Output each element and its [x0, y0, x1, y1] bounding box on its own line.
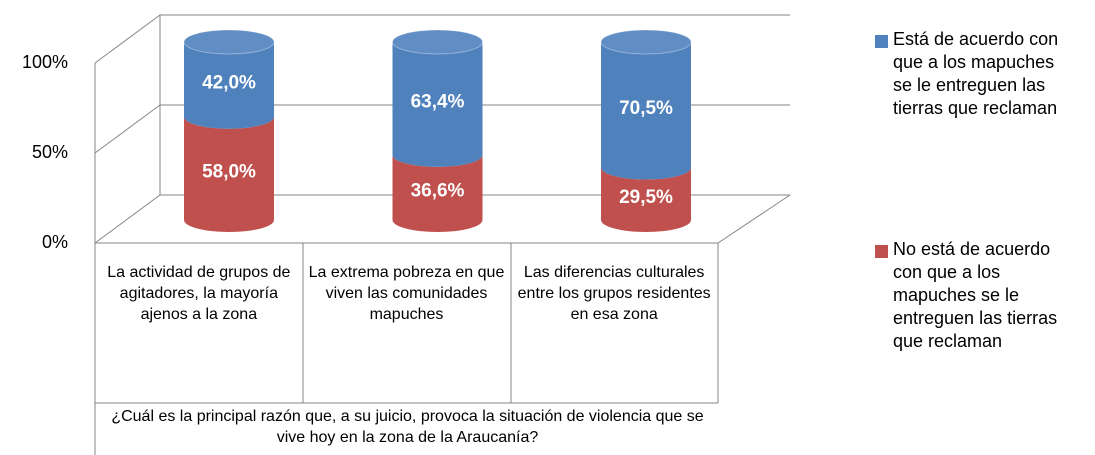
- legend-label: No está de acuerdo con que a los mapuche…: [893, 239, 1058, 351]
- bar-segment: [392, 154, 483, 232]
- data-label: 58,0%: [202, 161, 256, 182]
- bar-segment: [601, 42, 691, 180]
- bar-segment: [184, 42, 274, 129]
- bar-top: [392, 29, 483, 55]
- data-label: 42,0%: [202, 72, 256, 93]
- x-tick-label: Las diferencias culturales entre los gru…: [517, 264, 711, 323]
- x-axis-title: ¿Cuál es la principal razón que, a su ju…: [111, 408, 704, 446]
- data-label: 36,6%: [411, 180, 465, 201]
- data-label: 70,5%: [619, 98, 673, 119]
- data-label: 63,4%: [411, 91, 465, 112]
- legend-swatch: [875, 35, 888, 48]
- x-tick-label: La extrema pobreza en que viven las comu…: [308, 264, 505, 323]
- legend-label: Está de acuerdo con que a los mapuches s…: [893, 29, 1059, 118]
- bar-segment: [601, 167, 691, 232]
- y-tick-label: 100%: [22, 52, 68, 72]
- data-label: 29,5%: [619, 187, 673, 208]
- bar-segment: [184, 116, 274, 232]
- legend-swatch: [875, 245, 888, 258]
- bar-segment: [392, 42, 483, 167]
- y-tick-label: 0%: [42, 232, 68, 252]
- bar-top: [600, 29, 692, 55]
- y-tick-label: 50%: [32, 142, 68, 162]
- bar-top: [183, 29, 275, 55]
- x-tick-label: La actividad de grupos de agitadores, la…: [107, 264, 291, 323]
